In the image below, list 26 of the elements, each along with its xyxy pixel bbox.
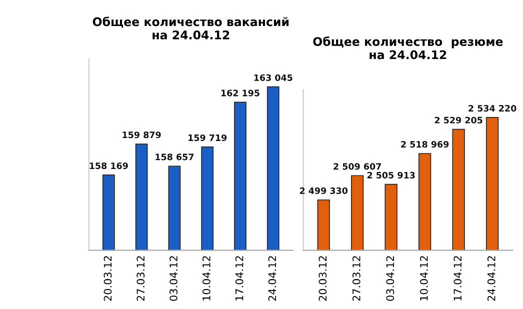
data-label: 2 499 330: [300, 187, 348, 194]
data-label: 162 195: [221, 90, 260, 96]
x-tick-label: 20.03.12: [318, 256, 327, 301]
x-tick-label: 17.04.12: [454, 256, 462, 300]
x-tick-label: 17.04.12: [235, 256, 244, 300]
x-tick-label: 27.03.12: [136, 256, 145, 301]
chart-title: Общее количество вакансий на 24.04.12: [92, 16, 289, 40]
data-label: 2 529 205: [434, 116, 482, 124]
x-tick-label: 24.04.12: [268, 256, 276, 301]
data-label: 159 719: [188, 134, 227, 142]
data-label: 2 505 913: [367, 172, 415, 178]
x-tick-label: 24.04.12: [487, 256, 496, 301]
data-label: 2 534 220: [468, 104, 516, 112]
chart-title: Общее количество резюме на 24.04.12: [313, 36, 503, 60]
data-label: 159 879: [122, 132, 161, 138]
data-label: 158 169: [90, 162, 128, 170]
x-tick-label: 20.03.12: [104, 256, 112, 301]
data-label: 163 045: [254, 74, 292, 81]
x-tick-label: 27.03.12: [352, 256, 360, 301]
data-label: 158 657: [156, 154, 194, 160]
data-label: 2 509 607: [334, 163, 381, 170]
x-tick-label: 03.04.12: [170, 256, 178, 301]
x-tick-label: 10.04.12: [420, 256, 428, 300]
x-tick-label: 10.04.12: [202, 256, 210, 300]
x-tick-label: 03.04.12: [386, 256, 394, 301]
data-label: 2 518 969: [401, 141, 449, 148]
